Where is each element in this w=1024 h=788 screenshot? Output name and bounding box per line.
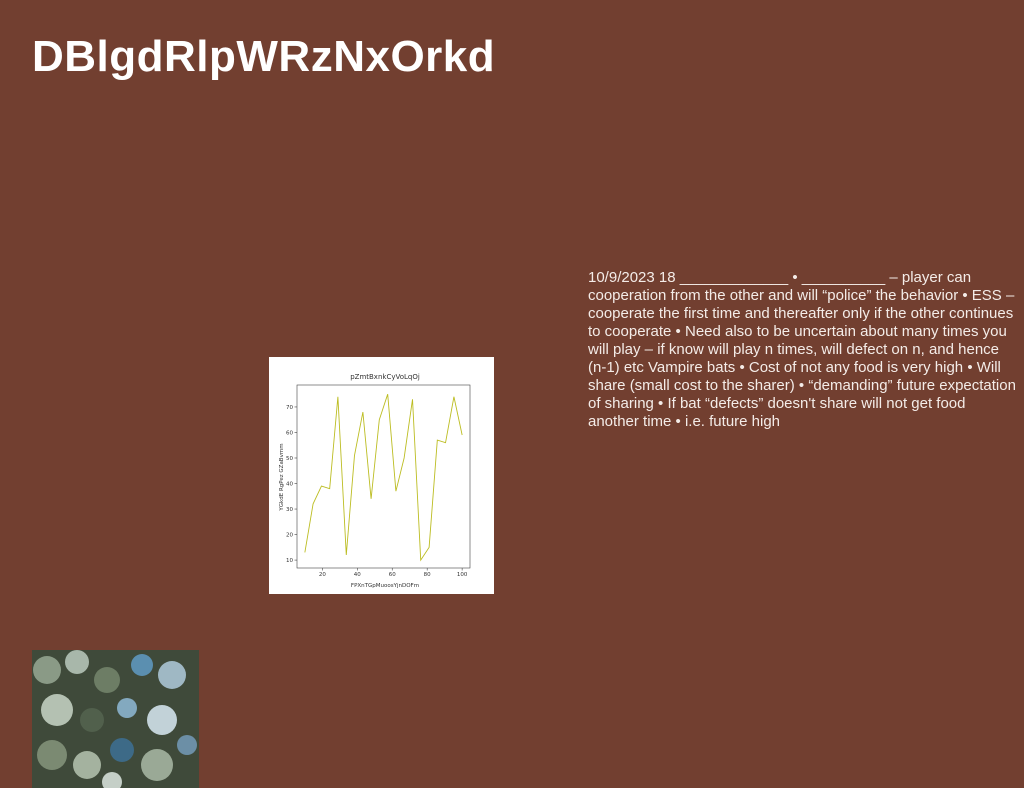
y-tick-label: 60 (286, 430, 293, 436)
data-line (304, 394, 463, 562)
x-tick-label: 100 (457, 572, 468, 578)
x-tick-label: 60 (389, 572, 396, 578)
body-text: 10/9/2023 18 _____________ • __________ … (588, 269, 1016, 430)
chart-title: pZmtBxnkCyVoLqOj (350, 373, 420, 381)
slide-title: DBlgdRlpWRzNxOrkd (32, 32, 496, 81)
x-tick-label: 80 (424, 572, 431, 578)
y-tick-label: 10 (286, 558, 293, 564)
y-tick-label: 30 (286, 507, 293, 513)
x-tick-label: 20 (319, 572, 326, 578)
photo (32, 650, 199, 788)
y-tick-label: 70 (286, 405, 293, 411)
y-axis-label: YGkdE RgPez GZaBvmm (279, 443, 285, 511)
x-axis-label: FPXnTGpMuoosYjnDOFm (351, 583, 419, 589)
y-tick-label: 40 (286, 482, 293, 488)
y-tick-label: 20 (286, 533, 293, 539)
x-tick-label: 40 (354, 572, 361, 578)
tree-canopy (33, 650, 197, 788)
chart: pZmtBxnkCyVoLqOj FPXnTGpMuoosYjnDOFm YGk… (269, 357, 494, 594)
y-tick-label: 50 (286, 456, 293, 462)
plot-frame (296, 384, 471, 569)
